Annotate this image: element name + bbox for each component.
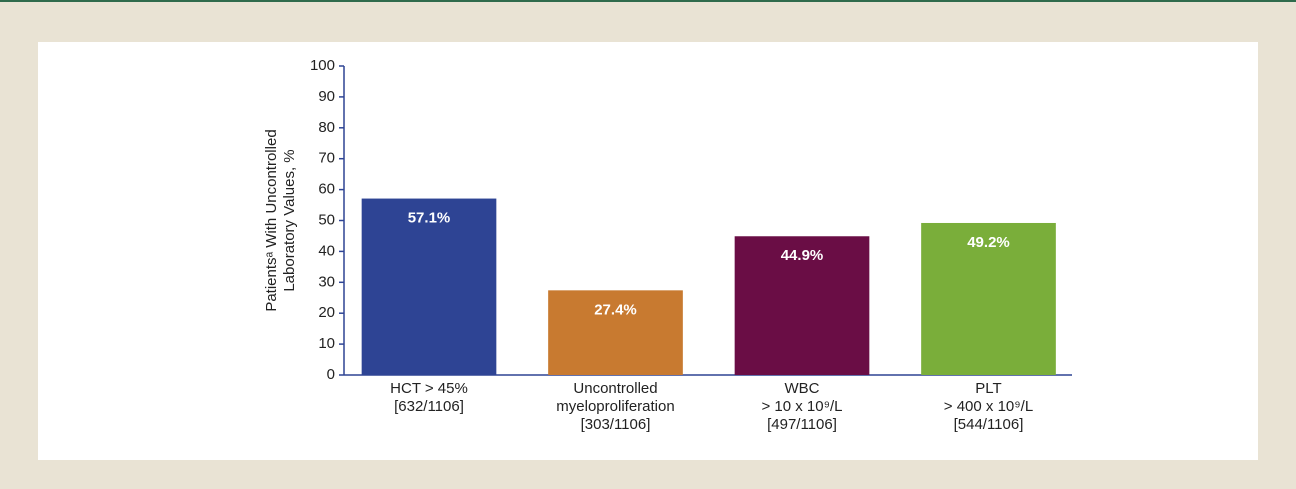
bar — [361, 198, 497, 375]
y-tick-label: 50 — [318, 211, 335, 228]
y-tick-label: 20 — [318, 304, 335, 321]
y-tick-label: 40 — [318, 242, 335, 259]
y-tick-label: 0 — [327, 366, 335, 383]
y-tick-label: 70 — [318, 150, 335, 167]
x-tick-label: myeloproliferation — [556, 398, 674, 415]
x-tick-label: [303/1106] — [581, 416, 651, 433]
y-axis-label: Patientsᵃ With Uncontrolled — [263, 129, 280, 311]
value-label: 27.4% — [594, 301, 637, 318]
x-tick-label: Uncontrolled — [573, 380, 657, 397]
x-tick-label: [544/1106] — [954, 416, 1024, 433]
x-tick-label: > 400 x 10⁹/L — [944, 398, 1033, 415]
bar — [734, 236, 870, 375]
x-tick-label: [632/1106] — [394, 398, 464, 415]
x-tick-label: > 10 x 10⁹/L — [761, 398, 842, 415]
x-tick-label: [497/1106] — [767, 416, 837, 433]
y-tick-label: 80 — [318, 119, 335, 136]
value-label: 57.1% — [408, 210, 451, 227]
y-tick-label: 60 — [318, 181, 335, 198]
y-tick-label: 10 — [318, 335, 335, 352]
x-tick-label: WBC — [785, 380, 820, 397]
y-tick-label: 90 — [318, 88, 335, 105]
bar — [921, 222, 1056, 375]
value-label: 49.2% — [967, 234, 1010, 251]
x-tick-label: HCT > 45% — [390, 380, 468, 397]
bar — [548, 290, 683, 375]
value-label: 44.9% — [781, 247, 824, 264]
top-rule — [0, 0, 1296, 2]
y-tick-label: 100 — [310, 57, 335, 74]
x-tick-label: PLT — [975, 380, 1001, 397]
y-tick-label: 30 — [318, 273, 335, 290]
y-axis-label: Laboratory Values, % — [281, 149, 298, 291]
